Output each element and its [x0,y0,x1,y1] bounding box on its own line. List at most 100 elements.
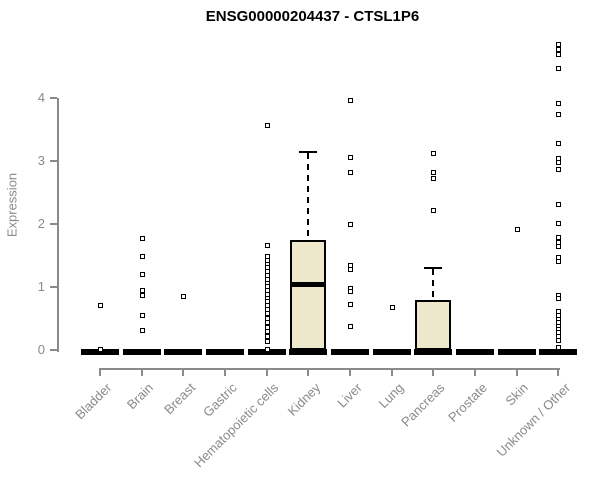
x-axis-tick [515,368,518,376]
y-tick-label: 0 [37,342,45,357]
outlier-point [556,101,562,107]
x-category-label: Kidney [284,380,323,419]
outlier-point [514,227,520,233]
x-category-label: Lung [375,380,407,412]
y-axis-tick [50,286,57,288]
outlier-point [264,334,270,340]
x-axis-tick [140,368,143,376]
zero-median-bar [81,349,119,355]
outlier-point [556,160,562,166]
outlier-point [556,65,562,71]
outlier-point [139,327,145,333]
upper-whisker [307,152,310,239]
outlier-point [264,243,270,249]
y-axis-line [57,98,59,352]
outlier-point [139,254,145,260]
outlier-point [556,344,562,350]
outlier-point [556,51,562,57]
x-axis-tick [223,368,226,376]
zero-median-bar [247,349,286,355]
zero-median-bar [289,349,328,355]
y-axis-tick [50,223,57,225]
outlier-point [347,154,353,160]
outlier-point [139,272,145,278]
outlier-point [556,244,562,250]
outlier-point [431,151,437,157]
zero-median-bar [372,349,411,355]
x-category-label: Bladder [72,380,115,423]
outlier-point [556,258,562,264]
outlier-point [347,289,353,295]
outlier-point [98,302,103,308]
outlier-point [556,202,562,208]
outlier-point [264,339,270,345]
iqr-box [290,239,327,350]
outlier-point [181,293,187,299]
outlier-point [347,170,353,176]
zero-median-bar [455,349,494,355]
x-category-label: Gastric [199,380,240,420]
x-axis-tick [265,368,268,376]
outlier-point [556,296,562,302]
x-axis-tick [307,368,310,376]
outlier-point [347,222,353,227]
y-tick-label: 1 [37,279,45,294]
outlier-point [556,220,562,226]
outlier-point [347,267,353,273]
outlier-point [431,208,437,214]
x-category-label: Brain [124,380,157,413]
outlier-point [139,292,145,298]
outlier-point [98,346,103,352]
outlier-point [556,140,562,146]
outlier-point [431,170,437,176]
outlier-point [431,176,437,181]
zero-median-bar [164,349,203,355]
x-category-label: Breast [160,380,198,418]
x-category-label: Prostate [444,380,490,425]
outlier-point [556,46,562,52]
outlier-point [264,329,270,335]
y-axis-tick [50,160,57,162]
zero-median-bar [414,349,453,355]
x-axis-tick [348,368,351,376]
outlier-point [347,302,353,307]
outlier-point [264,123,270,129]
outlier-point [264,310,270,316]
x-category-label: Skin [502,380,532,409]
upper-whisker-cap [424,267,443,270]
zero-median-bar [205,349,244,355]
zero-median-bar [122,349,161,355]
y-tick-label: 3 [37,153,45,168]
outlier-point [556,111,562,117]
y-tick-label: 4 [37,90,45,105]
x-axis-tick [99,368,101,376]
zero-median-bar [497,349,536,355]
x-axis-tick [473,368,476,376]
outlier-point [347,97,353,103]
upper-whisker [432,269,435,299]
outlier-point [264,346,270,352]
y-tick-label: 2 [37,216,45,231]
outlier-point [556,234,562,240]
outlier-point [556,41,562,47]
outlier-point [556,167,562,173]
chart-title: ENSG00000204437 - CTSL1P6 [205,8,420,25]
outlier-point [389,305,395,311]
x-category-label: Liver [334,380,365,411]
upper-whisker-cap [299,150,318,153]
x-axis-line [100,368,561,370]
y-axis-tick [50,349,57,351]
zero-median-bar [330,349,369,355]
x-axis-tick [557,368,560,376]
outlier-point [347,324,353,330]
zero-median-bar [539,349,578,355]
y-axis-tick [50,97,57,99]
outlier-point [139,235,145,241]
outlier-point [139,312,145,318]
x-category-label: Unknown / Other [493,380,573,460]
x-axis-tick [390,368,393,376]
x-category-label: Pancreas [398,380,448,430]
iqr-box [415,299,452,350]
outlier-point [556,337,562,343]
